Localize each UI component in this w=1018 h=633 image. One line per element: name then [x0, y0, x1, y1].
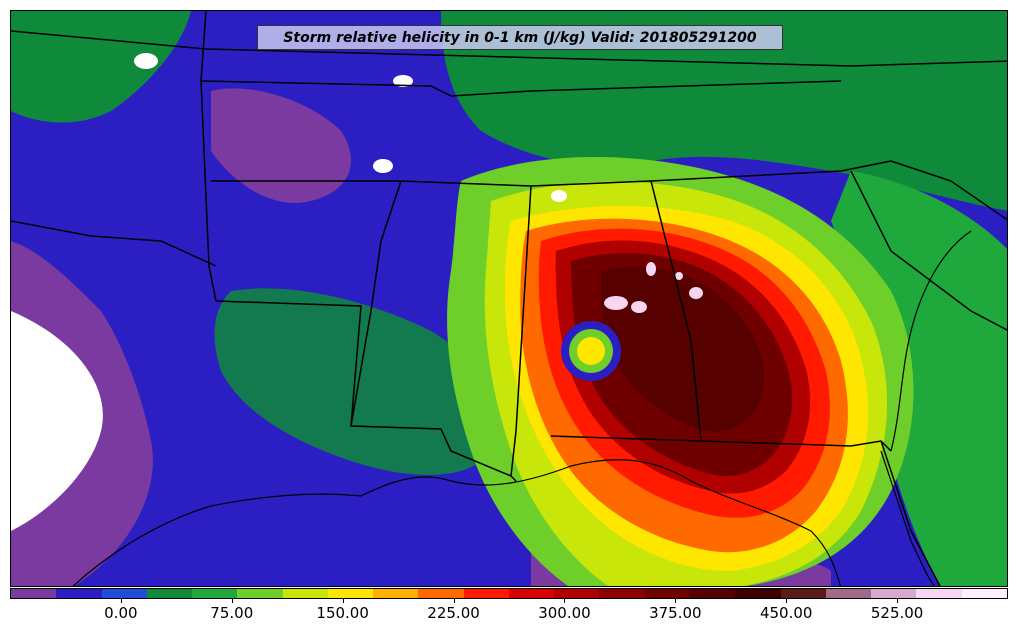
colorbar-segment: [825, 589, 872, 598]
max-helicity-spot-5: [675, 272, 683, 280]
colorbar-tick-mark: [120, 599, 122, 603]
colorbar-segment: [961, 589, 1007, 598]
max-helicity-spot-3: [646, 262, 656, 276]
coastline: [72, 230, 972, 586]
colorbar-segment: [735, 589, 781, 598]
colorbar-segment: [644, 589, 690, 598]
colorbar-tick-label: 75.00: [210, 604, 254, 622]
colorbar-segment: [463, 589, 509, 598]
colorbar-segment: [373, 589, 419, 598]
colorbar-segment: [689, 589, 736, 598]
colorbar-segment: [146, 589, 193, 598]
colorbar-segment: [282, 589, 328, 598]
state-borders: [11, 11, 1007, 586]
colorbar-segment: [599, 589, 645, 598]
colorbar-segment: [56, 589, 102, 598]
colorbar-segment: [916, 589, 962, 598]
colorbar: [10, 588, 1008, 599]
colorbar-tick-mark: [342, 599, 344, 603]
colorbar-tick-mark: [453, 599, 455, 603]
missing-spot-4: [551, 190, 567, 202]
colorbar-tick-mark: [897, 599, 899, 603]
map-panel: Storm relative helicity in 0-1 km (J/kg)…: [10, 10, 1008, 587]
negative-helicity-area-2: [211, 88, 351, 203]
colorbar-tick-mark: [675, 599, 677, 603]
colorbar-tick-mark: [231, 599, 233, 603]
colorbar-segment: [11, 589, 57, 598]
max-helicity-spot-2: [631, 301, 647, 313]
colorbar-tick-label: 450.00: [759, 604, 813, 622]
colorbar-tick-label: 0.00: [104, 604, 138, 622]
moderate-helicity-area-west: [11, 11, 191, 123]
colorbar-segment: [418, 589, 464, 598]
title-box: Storm relative helicity in 0-1 km (J/kg)…: [257, 25, 783, 50]
colorbar-tick-mark: [786, 599, 788, 603]
helicity-map: [11, 11, 1007, 586]
colorbar-segment: [780, 589, 826, 598]
colorbar-tick-label: 300.00: [538, 604, 591, 622]
colorbar-segment: [327, 589, 374, 598]
colorbar-segment: [192, 589, 238, 598]
max-helicity-spot-4: [689, 287, 703, 299]
map-title: Storm relative helicity in 0-1 km (J/kg)…: [283, 29, 757, 46]
max-helicity-spot-1: [604, 296, 628, 310]
negative-helicity-area: [11, 241, 153, 586]
missing-spot-1: [373, 159, 393, 173]
colorbar-tick-label: 375.00: [649, 604, 702, 622]
colorbar-segment: [237, 589, 283, 598]
colorbar-tick-label: 225.00: [427, 604, 480, 622]
colorbar-tick-mark: [564, 599, 566, 603]
circulation-ring-inner: [577, 337, 605, 365]
colorbar-tick-label: 525.00: [870, 604, 924, 622]
colorbar-segment: [554, 589, 600, 598]
colorbar-segment: [101, 589, 147, 598]
colorbar-ticks: 0.00 75.00 150.00 225.00 300.00 375.00 450.00 5…: [10, 599, 1008, 630]
colorbar-segment: [871, 589, 917, 598]
missing-spot-2: [134, 53, 158, 69]
colorbar-tick-label: 150.00: [316, 604, 369, 622]
missing-spot-3: [393, 75, 413, 87]
colorbar-segment: [508, 589, 555, 598]
